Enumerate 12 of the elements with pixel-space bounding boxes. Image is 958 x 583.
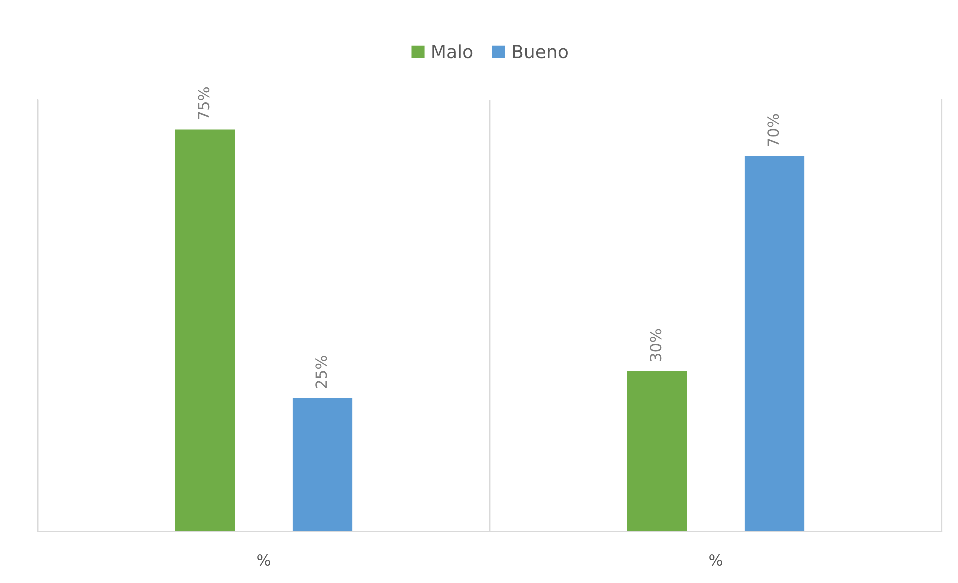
x-tick-label: %: [710, 554, 722, 566]
legend-label: Bueno: [513, 45, 568, 59]
x-tick-label: %: [258, 554, 270, 566]
data-label: 30%: [650, 329, 662, 362]
bar: [174, 128, 236, 532]
data-label: 70%: [768, 114, 780, 146]
legend-label: Malo: [432, 44, 473, 59]
data-label: 75%: [198, 88, 210, 120]
bar: [626, 370, 688, 532]
data-label: 25%: [316, 356, 328, 388]
bar: [744, 155, 806, 532]
bar: [292, 396, 354, 532]
